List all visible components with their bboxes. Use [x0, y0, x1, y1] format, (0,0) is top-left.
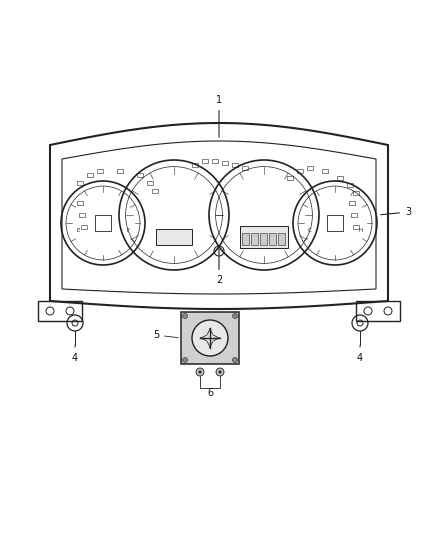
Text: 6: 6 [207, 388, 213, 398]
Bar [307, 166, 313, 170]
Bar [38, 301, 82, 321]
Bar [327, 215, 343, 231]
Bar [95, 215, 111, 231]
Circle shape [198, 370, 201, 374]
Bar [242, 233, 249, 245]
Bar [349, 201, 355, 205]
Text: C: C [308, 229, 312, 233]
Circle shape [183, 358, 187, 362]
Bar [202, 159, 208, 163]
Bar [81, 225, 87, 229]
Bar [77, 201, 83, 205]
Bar [156, 229, 192, 245]
Bar [278, 233, 285, 245]
Circle shape [216, 368, 224, 376]
Text: 3: 3 [381, 207, 411, 217]
Bar [147, 181, 153, 185]
Bar [351, 213, 357, 217]
Bar [353, 191, 359, 195]
Circle shape [219, 370, 222, 374]
Circle shape [233, 313, 237, 319]
Bar [337, 176, 343, 180]
Text: 2: 2 [216, 249, 222, 285]
Circle shape [192, 320, 228, 356]
Circle shape [233, 358, 237, 362]
Bar [251, 233, 258, 245]
Bar [287, 176, 293, 180]
Bar [212, 159, 218, 163]
Text: H: H [358, 229, 362, 233]
Text: 1: 1 [216, 95, 222, 137]
Circle shape [196, 368, 204, 376]
Text: E: E [76, 229, 79, 233]
Bar [117, 169, 123, 173]
Bar [79, 213, 85, 217]
Bar [192, 163, 198, 167]
Bar [137, 173, 143, 177]
Bar [242, 166, 248, 170]
Bar [353, 225, 359, 229]
Bar [322, 169, 328, 173]
Text: F: F [127, 229, 130, 233]
Bar [356, 301, 400, 321]
Bar [240, 226, 288, 248]
Bar [269, 233, 276, 245]
Bar [222, 161, 228, 165]
Bar [152, 189, 158, 193]
Text: 5: 5 [153, 330, 178, 340]
Text: 4: 4 [72, 345, 78, 363]
Bar [347, 183, 353, 187]
Bar [181, 312, 239, 364]
Bar [260, 233, 267, 245]
Bar [77, 181, 83, 185]
Bar [87, 173, 93, 177]
Text: 4: 4 [357, 345, 363, 363]
Bar [297, 169, 303, 173]
Bar [97, 169, 103, 173]
Bar [232, 163, 238, 167]
Circle shape [183, 313, 187, 319]
